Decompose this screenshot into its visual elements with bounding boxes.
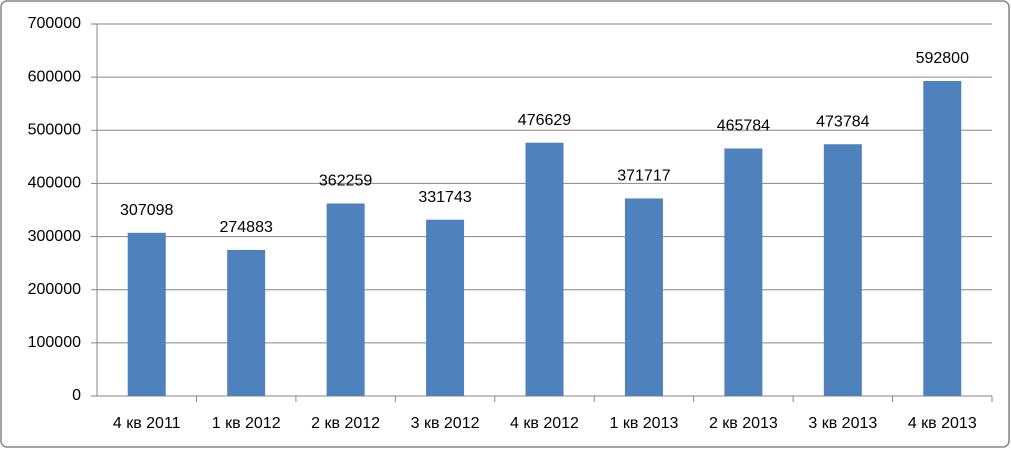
data-label: 476629: [518, 112, 571, 129]
bar: [724, 148, 763, 396]
x-tick-label: 2 кв 2012: [311, 415, 380, 432]
y-tick-label: 700000: [28, 15, 81, 32]
x-tick-label: 3 кв 2012: [411, 415, 480, 432]
x-tick-label: 4 кв 2011: [113, 415, 181, 432]
data-label: 331743: [418, 189, 471, 206]
x-tick-label: 1 кв 2013: [609, 415, 678, 432]
y-tick-label: 600000: [28, 68, 81, 85]
bar: [227, 249, 266, 396]
y-tick-label: 0: [72, 387, 81, 404]
x-tick-label: 4 кв 2012: [510, 415, 579, 432]
y-tick-label: 200000: [28, 281, 81, 298]
data-label: 274883: [219, 219, 272, 236]
y-tick-label: 400000: [28, 175, 81, 192]
data-label: 592800: [916, 50, 969, 67]
bar: [624, 198, 663, 396]
x-tick-label: 3 кв 2013: [808, 415, 877, 432]
data-label: 362259: [319, 173, 372, 190]
y-tick-label: 300000: [28, 228, 81, 245]
bar: [426, 219, 465, 396]
bar: [923, 80, 962, 396]
y-tick-label: 100000: [28, 334, 81, 351]
x-tick-label: 1 кв 2012: [212, 415, 281, 432]
data-label: 473784: [816, 113, 869, 130]
bar: [823, 144, 862, 396]
bar: [127, 232, 166, 396]
data-label: 307098: [120, 202, 173, 219]
x-tick-label: 2 кв 2013: [709, 415, 778, 432]
x-tick-label: 4 кв 2013: [908, 415, 977, 432]
bar: [525, 142, 564, 396]
bar: [326, 203, 365, 396]
data-label: 465784: [717, 118, 770, 135]
data-label: 371717: [617, 168, 670, 185]
y-tick-label: 500000: [28, 122, 81, 139]
